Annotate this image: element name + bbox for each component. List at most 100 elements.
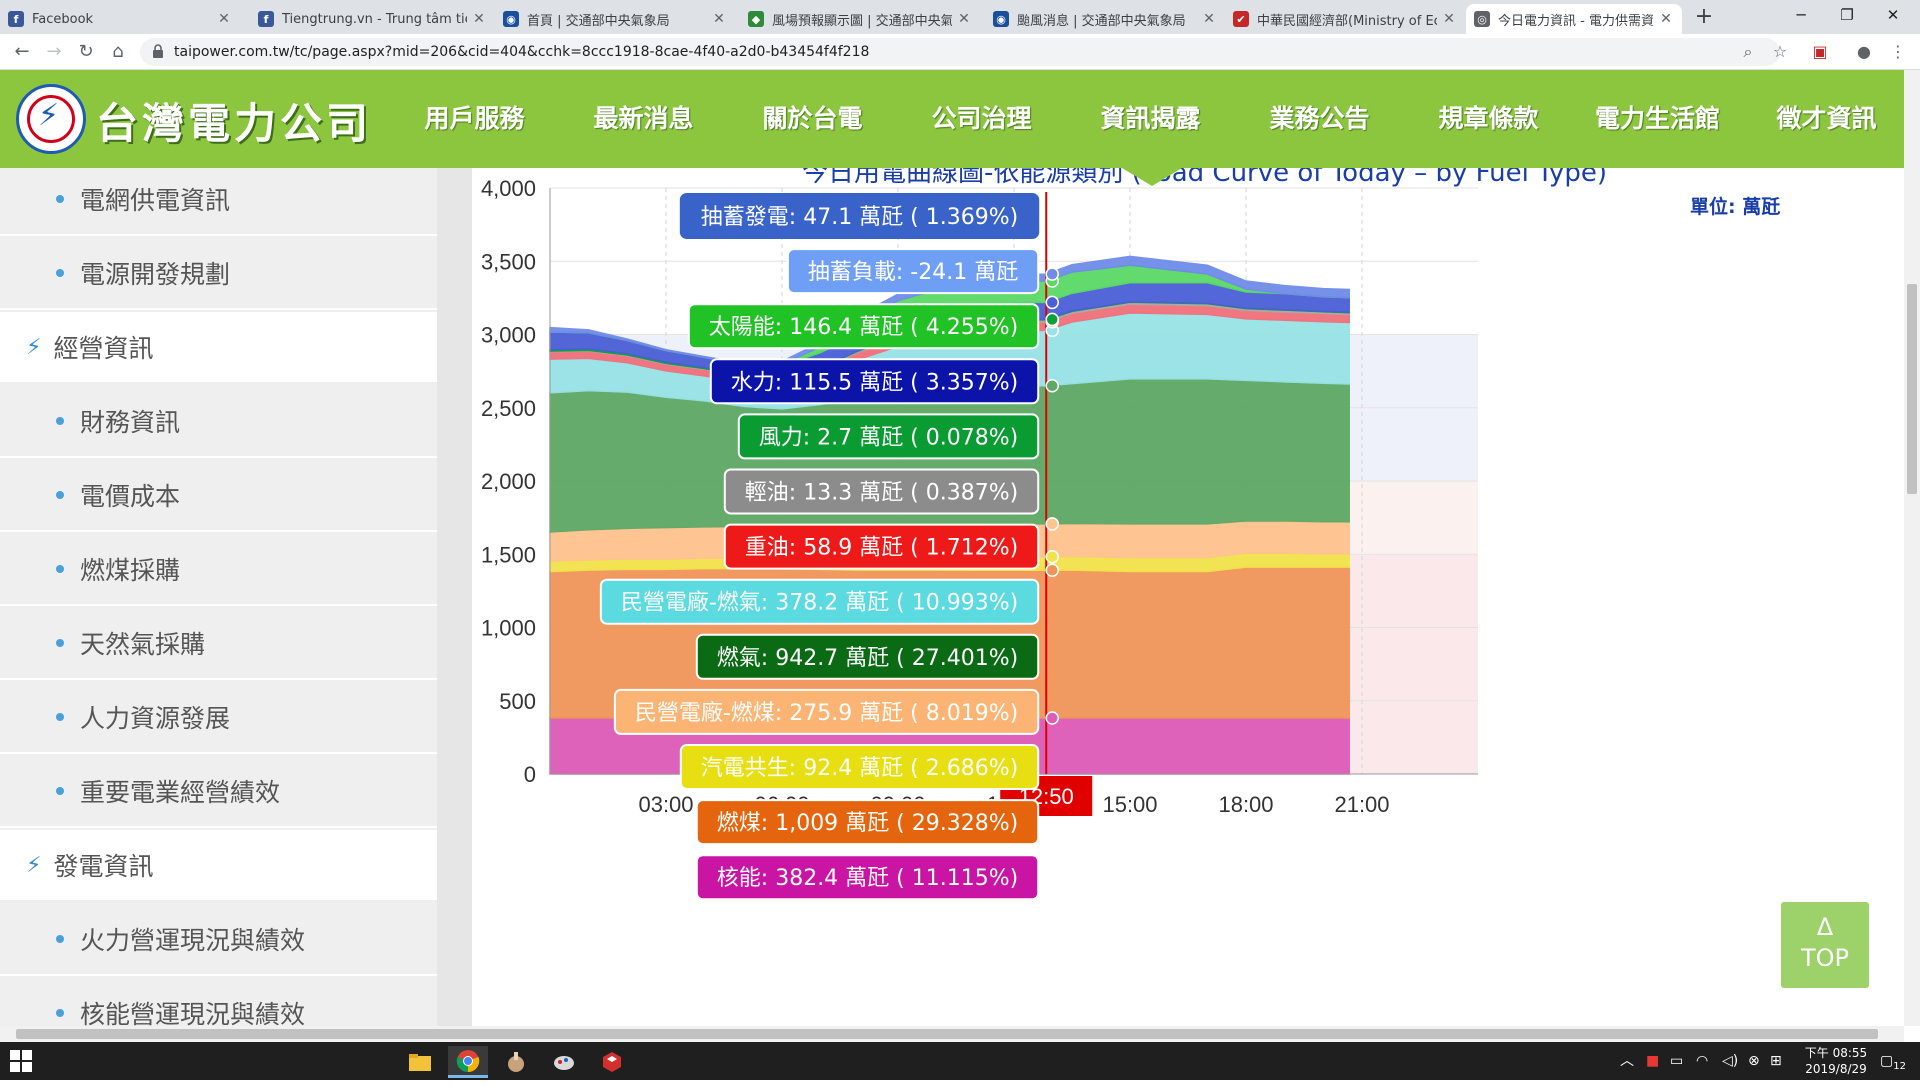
extension-icon[interactable]: ▣ bbox=[1808, 38, 1832, 66]
sidebar-item[interactable]: 火力營運現況與績效 bbox=[0, 904, 437, 976]
zoom-icon[interactable]: ⌕ bbox=[1736, 38, 1760, 66]
browser-tab[interactable]: ◆ 風場預報顯示圖 | 交通部中央氣 ✕ bbox=[740, 4, 980, 34]
sidebar-item[interactable]: 燃煤採購 bbox=[0, 534, 437, 606]
minimize-button[interactable]: ─ bbox=[1778, 0, 1824, 30]
browser-tab[interactable]: ◉ 颱風消息 | 交通部中央氣象局 ✕ bbox=[985, 4, 1225, 34]
sidebar-item[interactable]: 核能營運現況與績效 bbox=[0, 978, 437, 1026]
clock-time: 下午 08:55 bbox=[1800, 1045, 1872, 1061]
reload-button[interactable]: ↻ bbox=[72, 38, 100, 66]
forward-button[interactable]: → bbox=[40, 38, 68, 66]
x-tick-label: 18:00 bbox=[1218, 792, 1273, 817]
bullet-dot-icon bbox=[56, 491, 64, 499]
sidebar-category[interactable]: ⚡ 發電資訊 bbox=[0, 830, 437, 902]
y-tick-label: 500 bbox=[499, 689, 536, 714]
windows-start-icon[interactable] bbox=[10, 1050, 34, 1072]
tray-network-icon[interactable]: ◠ bbox=[1696, 1042, 1708, 1080]
unit-label: 單位: 萬瓩 bbox=[1690, 192, 1780, 219]
tab-close-icon[interactable]: ✕ bbox=[956, 11, 972, 27]
new-tab-button[interactable]: + bbox=[1690, 4, 1718, 32]
main-nav-item[interactable]: 關於台電 bbox=[728, 70, 897, 168]
sidebar-item[interactable]: 人力資源發展 bbox=[0, 682, 437, 754]
taipower-logo-icon[interactable]: ⚡ bbox=[16, 84, 86, 154]
main-nav-item[interactable]: 徵才資訊 bbox=[1742, 70, 1911, 168]
main-nav-item[interactable]: 電力生活館 bbox=[1573, 70, 1742, 168]
tab-title: 今日電力資訊 - 電力供需資訊 - 台 bbox=[1498, 10, 1654, 29]
address-bar[interactable]: taipower.com.tw/tc/page.aspx?mid=206&cid… bbox=[140, 38, 1780, 66]
sidebar-item[interactable]: 電價成本 bbox=[0, 460, 437, 532]
tab-title: Facebook bbox=[32, 12, 212, 27]
bookmark-star-icon[interactable]: ☆ bbox=[1768, 38, 1792, 66]
sidebar-item[interactable]: 重要電業經營績效 bbox=[0, 756, 437, 828]
tab-title: 首頁 | 交通部中央氣象局 bbox=[527, 10, 707, 29]
file-explorer-icon[interactable] bbox=[400, 1046, 440, 1078]
back-to-top-button[interactable]: Δ TOP bbox=[1781, 902, 1869, 988]
browser-tab[interactable]: f Tiengtrung.vn - Trung tâm tiến ✕ bbox=[250, 4, 495, 34]
horizontal-scrollbar[interactable] bbox=[0, 1026, 1904, 1042]
top-label: TOP bbox=[1801, 944, 1849, 972]
tab-close-icon[interactable]: ✕ bbox=[1658, 11, 1674, 27]
bullet-dot-icon bbox=[56, 269, 64, 277]
y-tick-label: 1,000 bbox=[481, 616, 536, 641]
menu-kebab-icon[interactable]: ⋮ bbox=[1886, 38, 1910, 66]
load-curve-chart[interactable]: 0 500 1,000 1,500 2,000 2,500 3,000 3,500 4,000 0… bbox=[472, 168, 1904, 1026]
notification-center-icon[interactable]: ▢12 bbox=[1880, 1042, 1906, 1080]
tab-title: 颱風消息 | 交通部中央氣象局 bbox=[1017, 10, 1197, 29]
clock-date: 2019/8/29 bbox=[1800, 1061, 1872, 1077]
x-tick-label: 03:00 bbox=[638, 792, 693, 817]
sidebar-item-label: 發電資訊 bbox=[53, 847, 153, 883]
sidebar-item[interactable]: 天然氣採購 bbox=[0, 608, 437, 680]
site-header: ⚡ 台灣電力公司 用戶服務 最新消息 關於台電 公司治理 資訊揭露 業務公告 規章條款 電力生… bbox=[0, 70, 1904, 168]
chrome-icon[interactable] bbox=[448, 1046, 488, 1078]
tray-battery-icon[interactable]: ▭ bbox=[1670, 1042, 1683, 1080]
main-nav-item[interactable]: 公司治理 bbox=[897, 70, 1066, 168]
browser-tab[interactable]: f Facebook ✕ bbox=[0, 4, 240, 34]
main-nav-item[interactable]: 規章條款 bbox=[1404, 70, 1573, 168]
site-logo-text[interactable]: 台灣電力公司 bbox=[96, 90, 372, 151]
tray-close-icon[interactable]: ⊗ bbox=[1748, 1042, 1760, 1080]
chart-title: 今日用電曲線圖-依能源類別 (Load Curve of Today – by … bbox=[802, 168, 1607, 189]
tab-close-icon[interactable]: ✕ bbox=[711, 11, 727, 27]
main-nav-item[interactable]: 資訊揭露 bbox=[1066, 70, 1235, 168]
sidebar-category[interactable]: ⚡ 經營資訊 bbox=[0, 312, 437, 384]
sidebar-item[interactable]: 電源開發規劃 bbox=[0, 238, 437, 310]
browser-tab-bar: f Facebook ✕ f Tiengtrung.vn - Trung tâm tiế… bbox=[0, 0, 1920, 34]
restore-button[interactable]: ❐ bbox=[1824, 0, 1870, 30]
sidebar-item[interactable]: 財務資訊 bbox=[0, 386, 437, 458]
tab-close-icon[interactable]: ✕ bbox=[1201, 11, 1217, 27]
app-icon-sketchup[interactable] bbox=[592, 1046, 632, 1078]
tooltip-label-text: 民營電廠-燃煤: 275.9 萬瓩 ( 8.019%) bbox=[635, 701, 1018, 726]
tray-ime-icon[interactable]: ⊞ bbox=[1770, 1042, 1782, 1080]
sidebar: 電網供電資訊 電源開發規劃 ⚡ 經營資訊 財務資訊 電價成本 燃煤採購 天然氣採購 人力資源發展… bbox=[0, 168, 472, 1026]
main-nav-item[interactable]: 最新消息 bbox=[559, 70, 728, 168]
browser-tab[interactable]: ◉ 首頁 | 交通部中央氣象局 ✕ bbox=[495, 4, 735, 34]
app-icon-paint[interactable] bbox=[544, 1046, 584, 1078]
back-button[interactable]: ← bbox=[8, 38, 36, 66]
cursor-marker bbox=[1046, 380, 1058, 392]
vertical-scrollbar[interactable] bbox=[1904, 70, 1920, 1026]
main-nav-item[interactable]: 業務公告 bbox=[1235, 70, 1404, 168]
bullet-dot-icon bbox=[56, 713, 64, 721]
y-tick-label: 1,500 bbox=[481, 542, 536, 567]
browser-tab[interactable]: ✔ 中華民國經濟部(Ministry of Eco ✕ bbox=[1225, 4, 1465, 34]
tooltip-label-text: 重油: 58.9 萬瓩 ( 1.712%) bbox=[745, 536, 1018, 561]
tab-close-icon[interactable]: ✕ bbox=[471, 11, 487, 27]
tab-favicon-icon: ✔ bbox=[1233, 11, 1249, 27]
main-nav-item[interactable]: 用戶服務 bbox=[390, 70, 559, 168]
tab-close-icon[interactable]: ✕ bbox=[216, 11, 232, 27]
tooltip-label-text: 風力: 2.7 萬瓩 ( 0.078%) bbox=[759, 425, 1018, 450]
close-window-button[interactable]: ✕ bbox=[1870, 0, 1916, 30]
tray-overflow-icon[interactable]: ︿ bbox=[1620, 1042, 1634, 1080]
tab-close-icon[interactable]: ✕ bbox=[1441, 11, 1457, 27]
tab-favicon-icon: f bbox=[258, 11, 274, 27]
browser-tab[interactable]: ◎ 今日電力資訊 - 電力供需資訊 - 台 ✕ bbox=[1466, 4, 1682, 34]
tray-volume-icon[interactable]: ◁) bbox=[1722, 1042, 1738, 1080]
home-button[interactable]: ⌂ bbox=[104, 38, 132, 66]
sidebar-item-label: 經營資訊 bbox=[53, 329, 153, 365]
profile-avatar-icon[interactable]: ● bbox=[1852, 38, 1876, 66]
taskbar-clock[interactable]: 下午 08:55 2019/8/29 bbox=[1800, 1045, 1872, 1077]
main-nav: 用戶服務 最新消息 關於台電 公司治理 資訊揭露 業務公告 規章條款 電力生活館 徵才資訊 bbox=[390, 70, 1911, 168]
sidebar-item[interactable]: 電網供電資訊 bbox=[0, 168, 437, 236]
app-icon-tool[interactable] bbox=[496, 1046, 536, 1078]
cursor-marker bbox=[1046, 712, 1058, 724]
tray-antivirus-icon[interactable]: ■ bbox=[1646, 1042, 1659, 1080]
